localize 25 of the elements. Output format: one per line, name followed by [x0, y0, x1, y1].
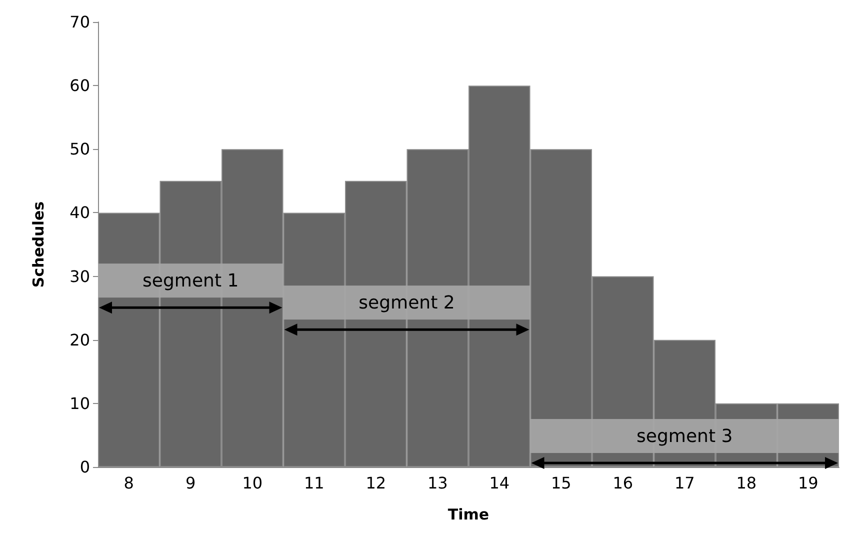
x-tick-label: 18	[736, 474, 757, 492]
y-tick-label: 0	[80, 458, 90, 476]
band-label: segment 3	[636, 426, 733, 447]
y-tick-label: 30	[70, 266, 90, 286]
y-axis-title: Schedules	[30, 201, 48, 288]
x-tick-label: 14	[489, 474, 510, 492]
x-tick-label: 17	[674, 474, 695, 492]
x-tick-label: 15	[550, 474, 572, 492]
x-axis-title: Time	[448, 506, 490, 524]
x-tick-label: 19	[798, 474, 818, 492]
x-tick-label: 8	[124, 474, 134, 492]
y-tick-label: 40	[70, 203, 90, 222]
y-tick-label: 60	[70, 76, 90, 96]
x-tick-label: 13	[427, 474, 448, 492]
y-tick-label: 20	[70, 330, 90, 350]
band-label: segment 2	[358, 292, 455, 314]
band-label: segment 1	[142, 270, 239, 292]
y-tick-label: 10	[70, 394, 90, 413]
x-tick-label: 10	[242, 474, 263, 492]
x-tick-label: 16	[612, 474, 634, 492]
y-tick-label: 50	[70, 140, 90, 159]
x-tick-label: 12	[366, 474, 386, 492]
y-tick-label: 70	[70, 12, 90, 32]
x-tick-label: 9	[186, 474, 196, 492]
x-tick-label: 11	[304, 474, 324, 492]
